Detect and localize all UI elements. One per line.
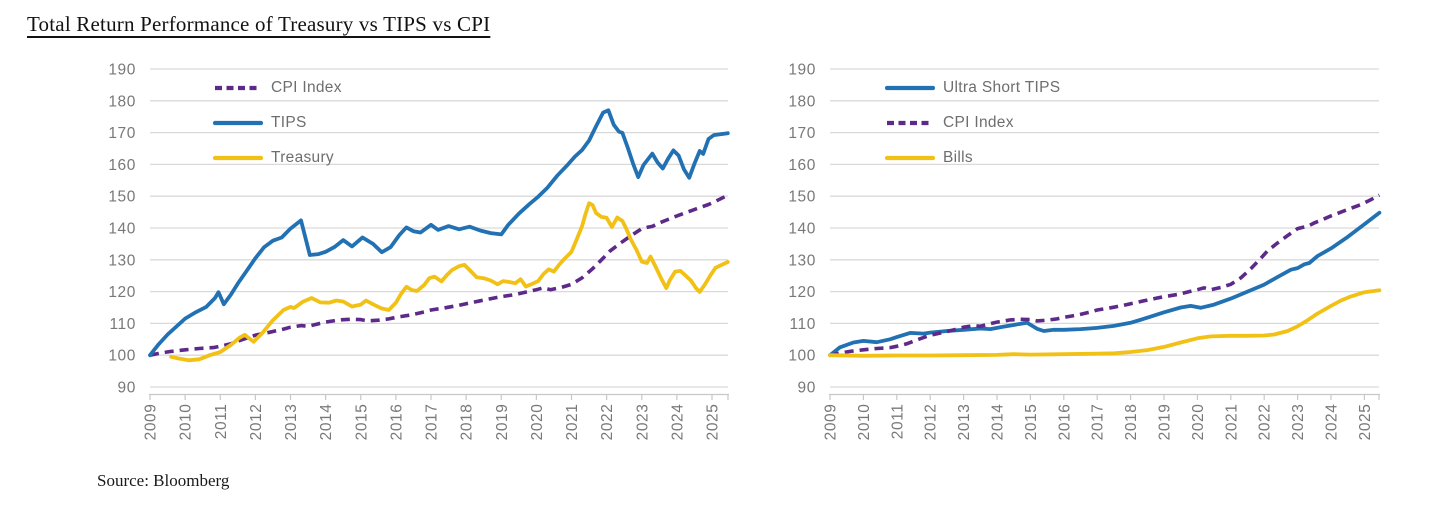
svg-text:2011: 2011 bbox=[213, 404, 230, 440]
svg-text:2024: 2024 bbox=[1324, 404, 1341, 441]
legend-item: CPI Index bbox=[885, 105, 1060, 140]
svg-text:2014: 2014 bbox=[318, 404, 335, 441]
x-axis-labels: 2009 2010 2011 2012 2013 2014 2015 2016 2017 2018… bbox=[143, 404, 722, 441]
svg-text:2013: 2013 bbox=[956, 404, 973, 441]
cpi-line-swatch-icon bbox=[887, 120, 933, 125]
svg-text:2018: 2018 bbox=[1123, 404, 1140, 441]
svg-text:2022: 2022 bbox=[599, 404, 616, 441]
svg-text:2009: 2009 bbox=[143, 404, 160, 441]
svg-text:140: 140 bbox=[788, 221, 816, 238]
legend-label: TIPS bbox=[271, 113, 307, 131]
svg-text:2012: 2012 bbox=[923, 404, 940, 441]
series-line-ultra-short-tips bbox=[828, 210, 1382, 358]
legend-item: TIPS bbox=[213, 105, 342, 140]
svg-text:2010: 2010 bbox=[856, 404, 873, 441]
svg-text:130: 130 bbox=[788, 252, 816, 269]
y-axis-labels: 90 100 110 120 130 140 150 160 170 180 190 bbox=[108, 62, 136, 397]
svg-text:150: 150 bbox=[788, 189, 816, 206]
svg-text:120: 120 bbox=[788, 284, 816, 301]
svg-text:2015: 2015 bbox=[353, 404, 370, 441]
legend-label: CPI Index bbox=[943, 113, 1014, 131]
svg-text:2023: 2023 bbox=[1290, 404, 1307, 441]
svg-text:110: 110 bbox=[789, 316, 816, 333]
x-axis bbox=[149, 393, 729, 400]
svg-text:170: 170 bbox=[788, 125, 816, 142]
svg-text:2025: 2025 bbox=[1357, 404, 1374, 441]
svg-text:2021: 2021 bbox=[1223, 404, 1240, 441]
ultra-short-tips-line-swatch-icon bbox=[885, 85, 935, 90]
source-note: Source: Bloomberg bbox=[97, 471, 230, 490]
series-line-cpi-index bbox=[149, 193, 729, 357]
svg-text:2013: 2013 bbox=[283, 404, 300, 441]
svg-text:2025: 2025 bbox=[705, 404, 722, 441]
legend-item: Bills bbox=[885, 140, 1060, 175]
svg-text:2011: 2011 bbox=[889, 404, 906, 440]
legend-item: Ultra Short TIPS bbox=[885, 70, 1060, 105]
treasury-line-swatch-icon bbox=[213, 155, 263, 160]
svg-text:100: 100 bbox=[788, 348, 816, 365]
svg-text:2024: 2024 bbox=[669, 404, 686, 441]
right-chart-legend: Ultra Short TIPS CPI Index Bills bbox=[885, 70, 1060, 175]
svg-text:140: 140 bbox=[108, 221, 136, 238]
svg-text:2019: 2019 bbox=[494, 404, 511, 441]
svg-text:110: 110 bbox=[109, 316, 136, 333]
svg-text:160: 160 bbox=[108, 157, 136, 174]
svg-text:2020: 2020 bbox=[1190, 404, 1207, 441]
svg-text:2010: 2010 bbox=[178, 404, 195, 441]
svg-text:130: 130 bbox=[108, 252, 136, 269]
tips-line-swatch-icon bbox=[213, 120, 263, 125]
svg-text:2014: 2014 bbox=[990, 404, 1007, 441]
series-line-tips bbox=[148, 108, 730, 358]
legend-item: CPI Index bbox=[213, 70, 342, 105]
svg-text:90: 90 bbox=[118, 380, 136, 397]
svg-text:190: 190 bbox=[108, 62, 136, 79]
svg-text:170: 170 bbox=[108, 125, 136, 142]
svg-text:2009: 2009 bbox=[823, 404, 840, 441]
legend-label: CPI Index bbox=[271, 78, 342, 96]
legend-item: Treasury bbox=[213, 140, 342, 175]
legend-label: Treasury bbox=[271, 148, 334, 166]
gridlines bbox=[150, 68, 728, 388]
series-line-treasury bbox=[169, 201, 730, 363]
cpi-line-swatch-icon bbox=[215, 85, 261, 90]
svg-text:180: 180 bbox=[108, 93, 136, 110]
legend-label: Ultra Short TIPS bbox=[943, 78, 1061, 96]
svg-text:90: 90 bbox=[798, 380, 816, 397]
svg-text:150: 150 bbox=[108, 189, 136, 206]
x-axis-labels: 2009 2010 2011 2012 2013 2014 2015 2016 2017 2018… bbox=[823, 404, 1374, 441]
y-axis-labels: 90 100 110 120 130 140 150 160 170 180 190 bbox=[788, 62, 816, 397]
svg-text:2022: 2022 bbox=[1257, 404, 1274, 441]
x-axis bbox=[829, 393, 1380, 400]
svg-text:2016: 2016 bbox=[1056, 404, 1073, 441]
right-chart: 90 100 110 120 130 140 150 160 170 180 190 2009 2010… bbox=[788, 62, 1382, 441]
svg-text:120: 120 bbox=[108, 284, 136, 301]
svg-text:160: 160 bbox=[788, 157, 816, 174]
svg-text:180: 180 bbox=[788, 93, 816, 110]
svg-text:190: 190 bbox=[788, 62, 816, 79]
series-line-bills bbox=[828, 288, 1382, 358]
series-line-cpi-index bbox=[829, 193, 1381, 357]
svg-text:2017: 2017 bbox=[1090, 404, 1107, 441]
svg-text:2017: 2017 bbox=[424, 404, 441, 441]
svg-text:2020: 2020 bbox=[529, 404, 546, 441]
svg-text:100: 100 bbox=[108, 348, 136, 365]
svg-text:2019: 2019 bbox=[1157, 404, 1174, 441]
svg-text:2018: 2018 bbox=[459, 404, 476, 441]
svg-text:2016: 2016 bbox=[388, 404, 405, 441]
page-title: Total Return Performance of Treasury vs … bbox=[27, 12, 491, 36]
left-chart: 90 100 110 120 130 140 150 160 170 180 190 2009 2010… bbox=[108, 62, 730, 441]
svg-text:2012: 2012 bbox=[248, 404, 265, 441]
left-chart-legend: CPI Index TIPS Treasury bbox=[213, 70, 342, 175]
bills-line-swatch-icon bbox=[885, 155, 935, 160]
svg-text:2023: 2023 bbox=[634, 404, 651, 441]
legend-label: Bills bbox=[943, 148, 973, 166]
svg-text:2021: 2021 bbox=[564, 404, 581, 441]
svg-text:2015: 2015 bbox=[1023, 404, 1040, 441]
